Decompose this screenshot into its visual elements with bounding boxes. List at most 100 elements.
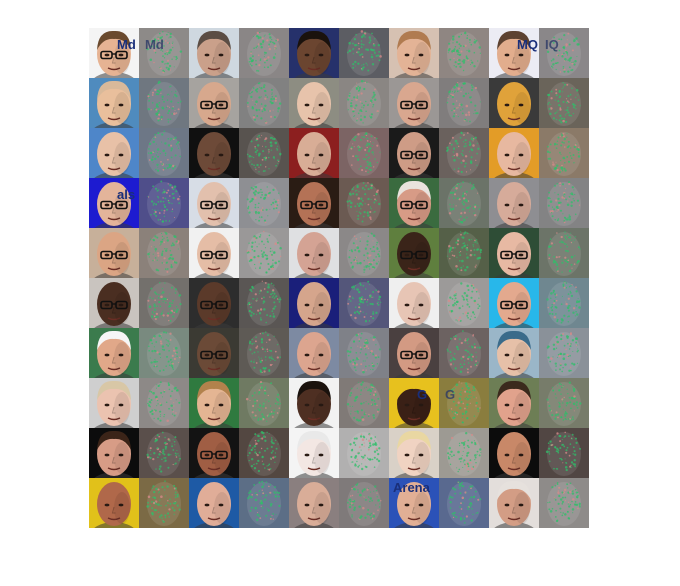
saliency-map-tile bbox=[339, 128, 389, 178]
saliency-map-tile bbox=[539, 128, 589, 178]
saliency-map-tile bbox=[239, 478, 289, 528]
face-photo-tile bbox=[489, 228, 539, 278]
face-photo-tile: G bbox=[389, 378, 439, 428]
face-photo-tile bbox=[389, 328, 439, 378]
face-photo-tile bbox=[489, 378, 539, 428]
saliency-map-tile bbox=[539, 278, 589, 328]
face-photo-tile bbox=[89, 78, 139, 128]
face-photo-tile: Arena bbox=[389, 478, 439, 528]
face-photo-tile bbox=[289, 378, 339, 428]
face-photo-tile bbox=[89, 378, 139, 428]
saliency-map-tile bbox=[539, 328, 589, 378]
face-photo-tile bbox=[289, 178, 339, 228]
photo-text: MQ bbox=[517, 37, 538, 52]
saliency-map-tile: IQ bbox=[539, 28, 589, 78]
face-photo-tile bbox=[489, 178, 539, 228]
face-photo-tile bbox=[389, 178, 439, 228]
saliency-map-tile bbox=[239, 328, 289, 378]
face-photo-tile bbox=[189, 478, 239, 528]
saliency-map-tile bbox=[439, 228, 489, 278]
face-photo-tile bbox=[289, 28, 339, 78]
saliency-map-tile bbox=[439, 128, 489, 178]
saliency-map-tile bbox=[439, 328, 489, 378]
saliency-map-tile bbox=[439, 178, 489, 228]
saliency-map-tile bbox=[539, 78, 589, 128]
face-photo-tile bbox=[289, 328, 339, 378]
saliency-map-tile bbox=[339, 228, 389, 278]
face-photo-tile bbox=[189, 178, 239, 228]
face-photo-tile bbox=[189, 328, 239, 378]
saliency-map-tile bbox=[139, 128, 189, 178]
saliency-map-tile bbox=[139, 78, 189, 128]
saliency-map-tile bbox=[239, 428, 289, 478]
face-photo-tile bbox=[189, 28, 239, 78]
face-photo-tile bbox=[489, 78, 539, 128]
face-photo-tile bbox=[89, 228, 139, 278]
saliency-map-tile bbox=[539, 228, 589, 278]
saliency-map-tile bbox=[439, 78, 489, 128]
saliency-map-tile bbox=[139, 478, 189, 528]
saliency-map-tile bbox=[139, 228, 189, 278]
saliency-map-tile bbox=[339, 428, 389, 478]
photo-text: Arena bbox=[393, 480, 431, 495]
face-photo-tile bbox=[389, 428, 439, 478]
saliency-map-tile bbox=[439, 28, 489, 78]
saliency-map-tile bbox=[239, 28, 289, 78]
face-photo-tile bbox=[89, 128, 139, 178]
face-photo-tile bbox=[189, 278, 239, 328]
saliency-map-tile bbox=[339, 28, 389, 78]
face-photo-tile bbox=[489, 128, 539, 178]
photo-text: Md bbox=[145, 37, 164, 52]
face-photo-tile bbox=[89, 328, 139, 378]
photo-text: G bbox=[445, 387, 455, 402]
face-photo-tile bbox=[189, 228, 239, 278]
face-photo-tile bbox=[289, 78, 339, 128]
saliency-map-tile bbox=[339, 178, 389, 228]
face-photo-tile bbox=[289, 278, 339, 328]
face-photo-tile bbox=[289, 128, 339, 178]
saliency-map-tile bbox=[339, 378, 389, 428]
saliency-map-tile: G bbox=[439, 378, 489, 428]
saliency-map-tile bbox=[539, 378, 589, 428]
saliency-map-tile bbox=[239, 278, 289, 328]
saliency-map-tile bbox=[139, 328, 189, 378]
face-photo-tile bbox=[289, 428, 339, 478]
face-photo-tile bbox=[89, 478, 139, 528]
face-photo-tile: MQ bbox=[489, 28, 539, 78]
face-photo-tile bbox=[489, 428, 539, 478]
face-photo-tile bbox=[289, 478, 339, 528]
face-photo-tile bbox=[489, 478, 539, 528]
saliency-map-tile: Md bbox=[139, 28, 189, 78]
face-photo-tile bbox=[389, 228, 439, 278]
saliency-map-tile bbox=[139, 178, 189, 228]
photo-text: G bbox=[417, 387, 427, 402]
face-photo-tile bbox=[389, 78, 439, 128]
face-photo-tile bbox=[189, 78, 239, 128]
saliency-map-tile bbox=[239, 378, 289, 428]
face-photo-tile bbox=[489, 328, 539, 378]
face-photo-tile bbox=[389, 28, 439, 78]
saliency-map-tile bbox=[339, 328, 389, 378]
face-photo-tile bbox=[189, 128, 239, 178]
face-photo-tile bbox=[89, 278, 139, 328]
saliency-map-tile bbox=[439, 278, 489, 328]
saliency-map-tile bbox=[139, 278, 189, 328]
face-photo-tile bbox=[289, 228, 339, 278]
face-photo-tile: als bbox=[89, 178, 139, 228]
saliency-map-tile bbox=[439, 478, 489, 528]
saliency-map-tile bbox=[239, 128, 289, 178]
saliency-map-tile bbox=[139, 378, 189, 428]
photo-text: Md bbox=[117, 37, 136, 52]
saliency-map-tile bbox=[239, 78, 289, 128]
saliency-map-tile bbox=[539, 178, 589, 228]
saliency-map-tile bbox=[239, 228, 289, 278]
face-photo-tile bbox=[389, 278, 439, 328]
face-photo-tile bbox=[389, 128, 439, 178]
face-photo-tile bbox=[189, 378, 239, 428]
image-grid: Md Md MQ IQ als G G Arena bbox=[89, 28, 589, 528]
saliency-map-tile bbox=[239, 178, 289, 228]
saliency-map-tile bbox=[439, 428, 489, 478]
photo-text: IQ bbox=[545, 37, 559, 52]
saliency-map-tile bbox=[339, 78, 389, 128]
photo-text: als bbox=[117, 187, 135, 202]
